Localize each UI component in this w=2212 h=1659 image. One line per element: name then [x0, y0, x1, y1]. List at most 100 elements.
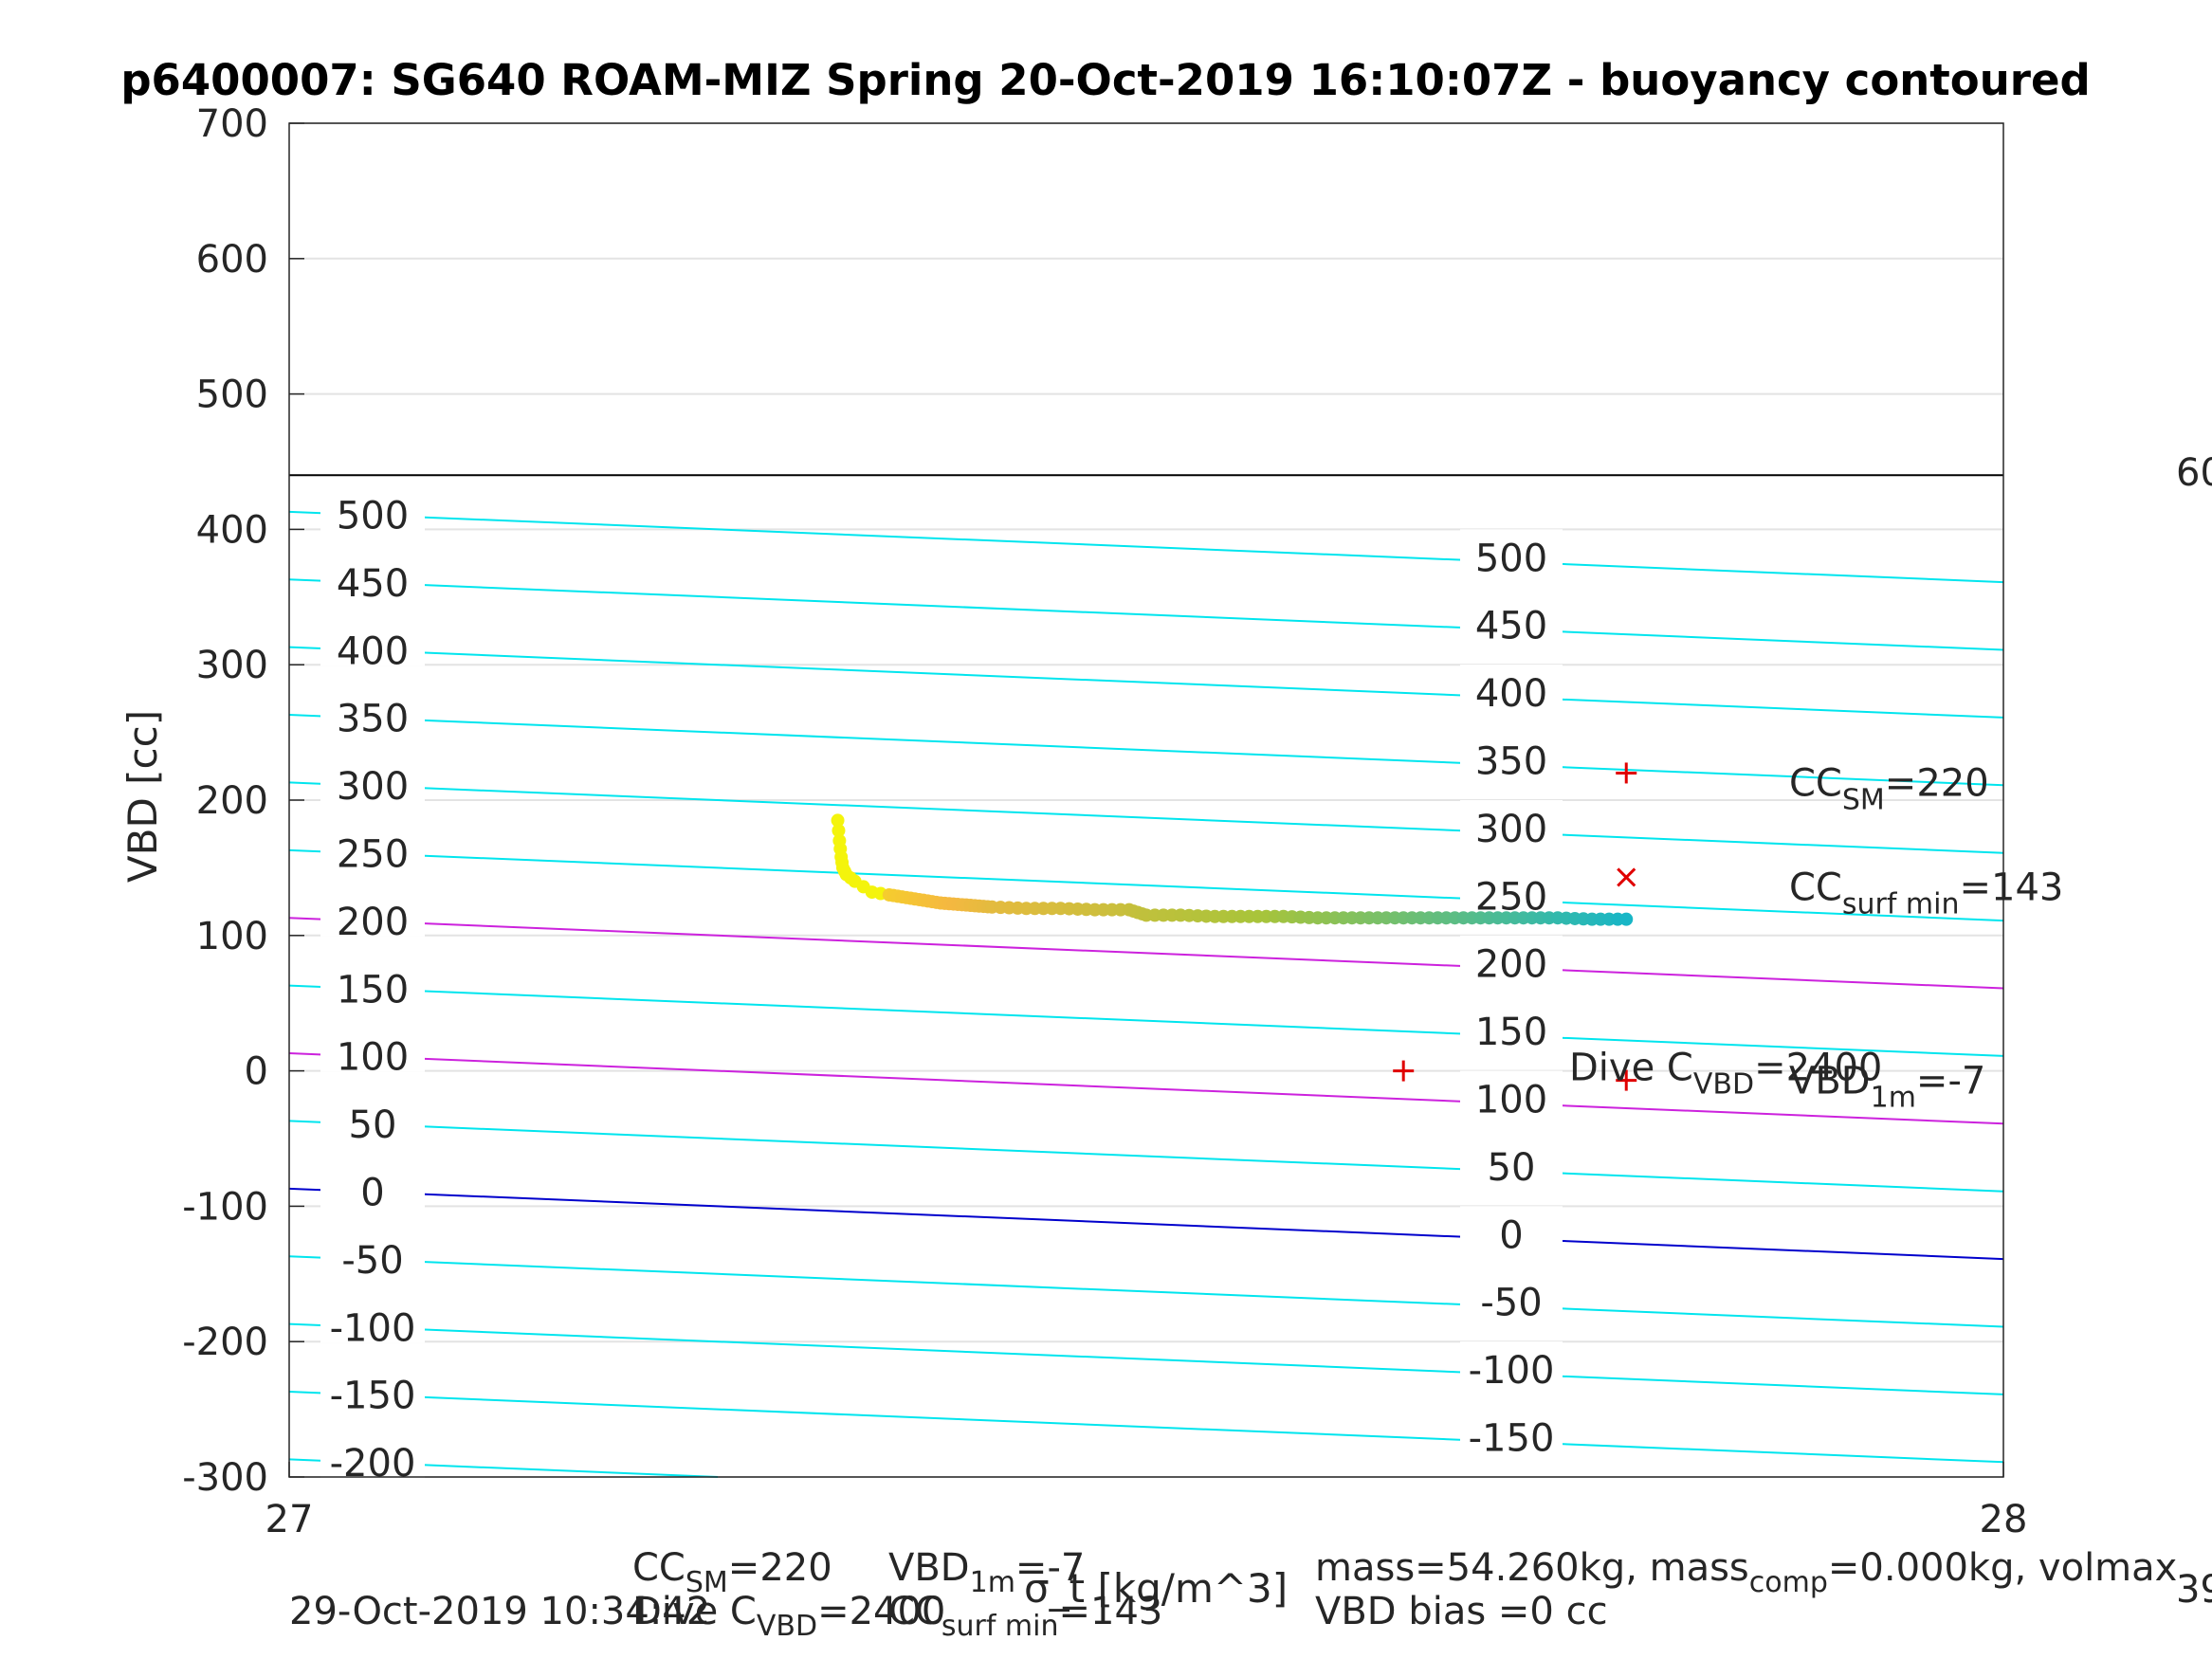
contour-label-left: -50	[341, 1239, 403, 1283]
marker-label-sub: VBD	[1693, 1068, 1754, 1102]
contour-label-bg	[320, 757, 425, 802]
footer-mass-sub: comp	[1749, 1566, 1828, 1599]
contour-label-left: 50	[349, 1103, 397, 1147]
contour-line	[288, 984, 2004, 1057]
limit-line-label: 60	[2176, 451, 2212, 495]
contour-label-right: -100	[1469, 1349, 1555, 1393]
contour-label-bg	[320, 554, 425, 598]
contour-label-right: 200	[1475, 943, 1547, 987]
marker-label-main: Dive C	[1569, 1047, 1693, 1090]
contour-label-right: 150	[1475, 1011, 1547, 1054]
marker-label-main: VBD	[1789, 1060, 1871, 1103]
footer-cc-sm-main: CC	[632, 1546, 686, 1590]
contour-label-bg	[1460, 596, 1563, 641]
contour-label-bg	[320, 825, 425, 869]
y-tick-label: 700	[196, 102, 268, 146]
contour-label-bg	[1460, 529, 1563, 574]
contour-label-right: 350	[1475, 740, 1547, 784]
contour-label-bg	[320, 1366, 425, 1411]
marker-label-value: =220	[1885, 761, 1989, 805]
contour-label-bg	[320, 1096, 425, 1140]
contour-label-left: 400	[337, 629, 409, 673]
series-point	[1619, 912, 1634, 926]
contour-label-right: 50	[1488, 1146, 1536, 1190]
contour-label-bg	[1460, 867, 1563, 912]
contour-label-bg	[320, 1028, 425, 1072]
contour-line	[288, 714, 2004, 787]
series-point	[831, 813, 845, 828]
contour-line	[288, 848, 2004, 922]
footer-cc-sm: CCSM=220	[632, 1546, 832, 1599]
contour-label-bg	[320, 689, 425, 734]
contour-label-bg	[320, 892, 425, 937]
contour-line	[288, 1391, 2004, 1464]
contour-label-left: -200	[330, 1442, 416, 1486]
footer-ccsurf-main: CC	[888, 1590, 941, 1633]
footer-vbd1m-main: VBD	[888, 1546, 970, 1590]
contour-label-bg	[320, 1231, 425, 1275]
footer-dive-sub: VBD	[757, 1610, 817, 1643]
x-tick-label: 28	[1980, 1498, 2028, 1541]
footer-ccsurf-val: =143	[1059, 1590, 1163, 1633]
y-tick-label: 400	[196, 508, 268, 552]
y-tick-label: 300	[196, 644, 268, 687]
contour-label-left: 350	[337, 698, 409, 741]
contour-line	[288, 1120, 2004, 1193]
contour-label-left: -150	[330, 1375, 416, 1418]
contour-label-left: 500	[337, 495, 409, 538]
y-tick-label: -200	[182, 1321, 268, 1364]
contour-label-bg	[1460, 1070, 1563, 1115]
y-tick-label: -300	[182, 1456, 268, 1500]
footer-vbd-bias: VBD bias =0 cc	[1315, 1590, 1608, 1633]
contour-label-bg	[1460, 1273, 1563, 1318]
contour-line	[288, 1322, 2004, 1395]
contour-label-bg	[1460, 935, 1563, 979]
contour-label-bg	[320, 1299, 425, 1343]
contour-line	[288, 917, 2004, 990]
contour-label-bg	[1460, 1003, 1563, 1048]
footer-mass-b: =0.000kg, volmax	[1828, 1546, 2177, 1590]
footer-mass-a: mass=54.260kg, mass	[1315, 1546, 1749, 1590]
contour-label-right: 300	[1475, 808, 1547, 851]
marker-label-main: CC	[1789, 761, 1842, 805]
footer-vbd1m-sub: 1m	[970, 1566, 1015, 1599]
y-axis-label: VBD [cc]	[119, 710, 166, 883]
contour-label-bg	[1460, 799, 1563, 844]
contour-label-bg	[320, 622, 425, 666]
contour-label-right: -50	[1480, 1282, 1542, 1325]
buoyancy-contours: 500450400350300250200150100500-50-100-15…	[288, 486, 2004, 1486]
y-tick-label: 200	[196, 779, 268, 823]
contour-label-left: 100	[337, 1036, 409, 1080]
contour-label-bg	[320, 960, 425, 1005]
contour-line	[288, 510, 2004, 584]
marker-label-sub: surf min	[1842, 887, 1960, 921]
contour-label-right: -150	[1469, 1417, 1555, 1461]
footer-ccsurf-sub: surf min	[941, 1610, 1059, 1643]
contour-label-bg	[1460, 665, 1563, 709]
y-tick-label: 0	[245, 1050, 268, 1094]
footer-dive-val: =2400	[817, 1590, 945, 1633]
footer-dive-main: Dive C	[632, 1590, 757, 1633]
contour-line	[288, 1052, 2004, 1125]
contour-label-bg	[1460, 1138, 1563, 1182]
y-tick-label: 100	[196, 915, 268, 958]
y-tick-label: 500	[196, 374, 268, 417]
marker-label-value: =-7	[1916, 1060, 1985, 1103]
contour-label-bg	[320, 486, 425, 531]
contour-label-left: 300	[337, 765, 409, 809]
marker-label-VBD_1m: VBD1m=-7	[1789, 1060, 1985, 1115]
footer-right-edge: 39	[2176, 1568, 2212, 1612]
contour-label-left: 200	[337, 901, 409, 944]
x-axis-label-text: σ_t [kg/m^3]	[1024, 1565, 1288, 1612]
x-tick-label: 27	[265, 1498, 314, 1541]
contour-label-bg	[1460, 1206, 1563, 1250]
contour-label-left: 0	[360, 1172, 384, 1215]
x-axis-label: σ_t [kg/m^3]	[1024, 1565, 1288, 1612]
contour-label-right: 450	[1475, 605, 1547, 648]
contour-label-bg	[320, 1163, 425, 1208]
footer-cc-sm-val: =220	[728, 1546, 832, 1590]
marker-label-CC_SM: CCSM=220	[1789, 761, 1989, 816]
